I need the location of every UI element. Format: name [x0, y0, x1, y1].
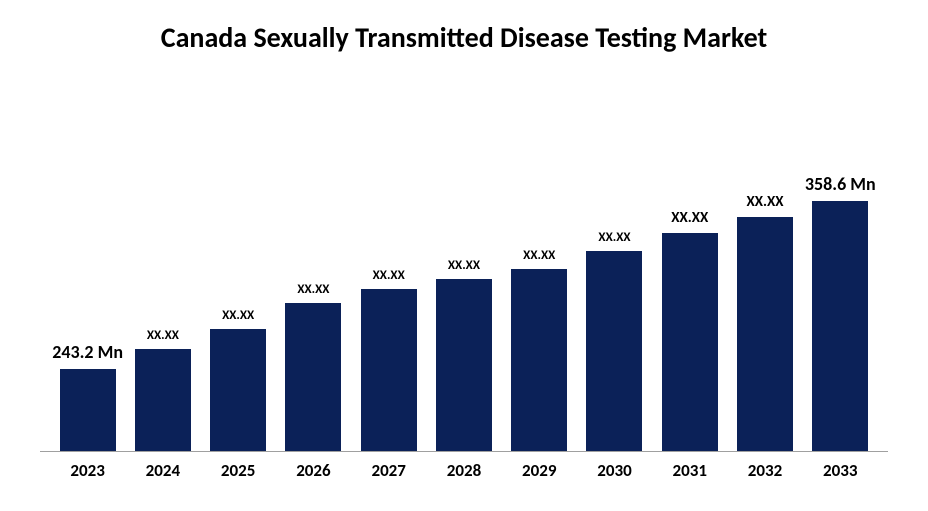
bar-group: XX.XX	[426, 95, 501, 451]
x-axis-label: 2023	[50, 460, 125, 481]
x-axis-label: 2031	[652, 460, 727, 481]
bar	[210, 329, 266, 451]
bar	[361, 289, 417, 451]
bar-group: XX.XX	[125, 95, 200, 451]
chart-container: Canada Sexually Transmitted Disease Test…	[0, 0, 928, 511]
bar	[285, 303, 341, 451]
bar-group: XX.XX	[351, 95, 426, 451]
bar-group: XX.XX	[502, 95, 577, 451]
bar-value-label: XX.XX	[373, 268, 405, 283]
bar	[812, 201, 868, 451]
bar	[662, 233, 718, 451]
x-axis-label: 2024	[125, 460, 200, 481]
chart-title: Canada Sexually Transmitted Disease Test…	[40, 20, 888, 55]
x-axis-label: 2032	[727, 460, 802, 481]
bar-value-label: XX.XX	[222, 308, 254, 323]
bar-value-label: XX.XX	[297, 282, 329, 297]
x-axis: 2023202420252026202720282029203020312032…	[40, 452, 888, 481]
bar	[436, 279, 492, 451]
x-axis-label: 2030	[577, 460, 652, 481]
bar-group: XX.XX	[276, 95, 351, 451]
x-axis-label: 2028	[426, 460, 501, 481]
bar-value-label: 358.6 Mn	[805, 173, 876, 195]
x-axis-label: 2033	[803, 460, 878, 481]
bar	[511, 269, 567, 451]
x-axis-label: 2025	[201, 460, 276, 481]
bar	[135, 349, 191, 451]
bar-group: XX.XX	[727, 95, 802, 451]
x-axis-label: 2026	[276, 460, 351, 481]
bar-value-label: XX.XX	[523, 248, 555, 263]
bar-group: 243.2 Mn	[50, 95, 125, 451]
x-axis-label: 2029	[502, 460, 577, 481]
bar-value-label: XX.XX	[746, 193, 783, 211]
x-axis-label: 2027	[351, 460, 426, 481]
bar	[60, 369, 116, 451]
bar-value-label: XX.XX	[671, 209, 708, 227]
bar-group: 358.6 Mn	[803, 95, 878, 451]
chart-plot-area: 243.2 Mn XX.XX XX.XX XX.XX XX.XX XX.XX XX.XX XX…	[40, 95, 888, 452]
bar-value-label: XX.XX	[598, 230, 630, 245]
bar-value-label: 243.2 Mn	[52, 341, 123, 363]
bar	[586, 251, 642, 451]
bar-value-label: XX.XX	[448, 258, 480, 273]
bar-group: XX.XX	[577, 95, 652, 451]
bar-group: XX.XX	[652, 95, 727, 451]
bar-value-label: XX.XX	[147, 328, 179, 343]
bar	[737, 217, 793, 451]
bar-group: XX.XX	[201, 95, 276, 451]
